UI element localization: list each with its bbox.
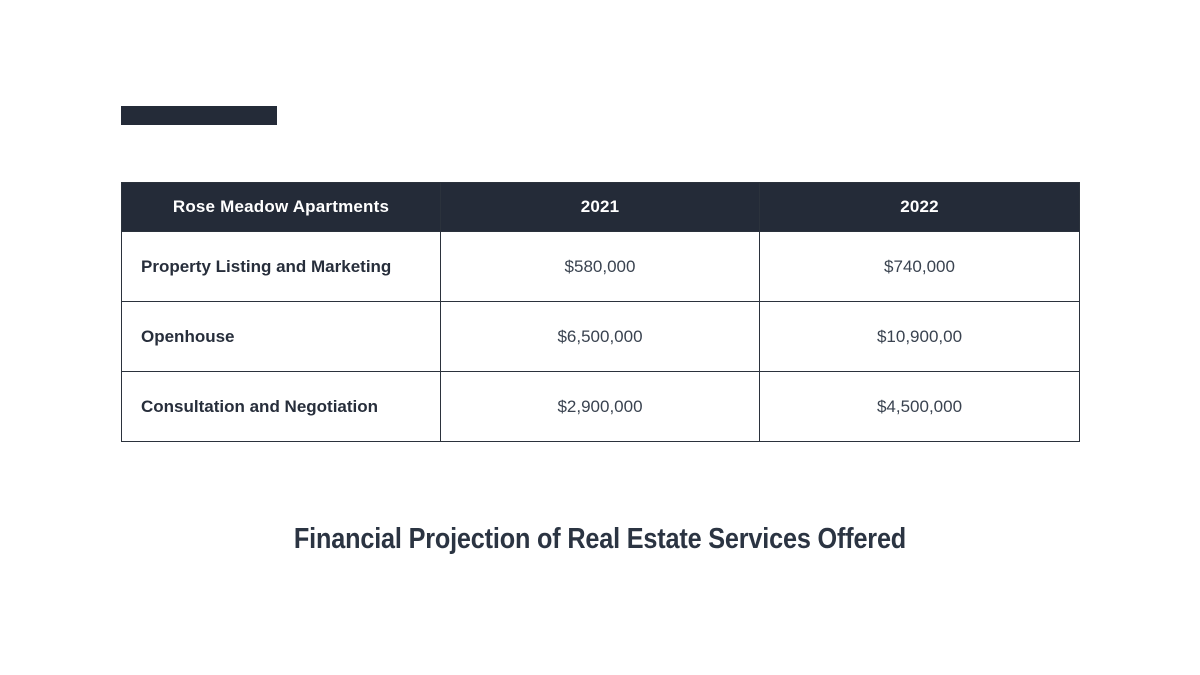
row-label-consultation: Consultation and Negotiation: [121, 371, 441, 442]
table-row: Openhouse $6,500,000 $10,900,00: [121, 301, 1080, 372]
header-cell-services: Rose Meadow Apartments: [121, 182, 441, 232]
row-label-openhouse: Openhouse: [121, 301, 441, 372]
header-cell-2022: 2022: [759, 182, 1080, 232]
table-row: Consultation and Negotiation $2,900,000 …: [121, 371, 1080, 442]
value-property-listing-2022: $740,000: [759, 231, 1080, 302]
value-consultation-2021: $2,900,000: [440, 371, 760, 442]
value-consultation-2022: $4,500,000: [759, 371, 1080, 442]
header-cell-2021: 2021: [440, 182, 760, 232]
decorative-accent-bar: [121, 106, 277, 125]
value-property-listing-2021: $580,000: [440, 231, 760, 302]
table-header-row: Rose Meadow Apartments 2021 2022: [121, 182, 1080, 232]
financial-projection-table: Rose Meadow Apartments 2021 2022 Propert…: [121, 182, 1080, 442]
value-openhouse-2022: $10,900,00: [759, 301, 1080, 372]
row-label-property-listing: Property Listing and Marketing: [121, 231, 441, 302]
page-title: Financial Projection of Real Estate Serv…: [293, 523, 907, 555]
value-openhouse-2021: $6,500,000: [440, 301, 760, 372]
table-row: Property Listing and Marketing $580,000 …: [121, 231, 1080, 302]
